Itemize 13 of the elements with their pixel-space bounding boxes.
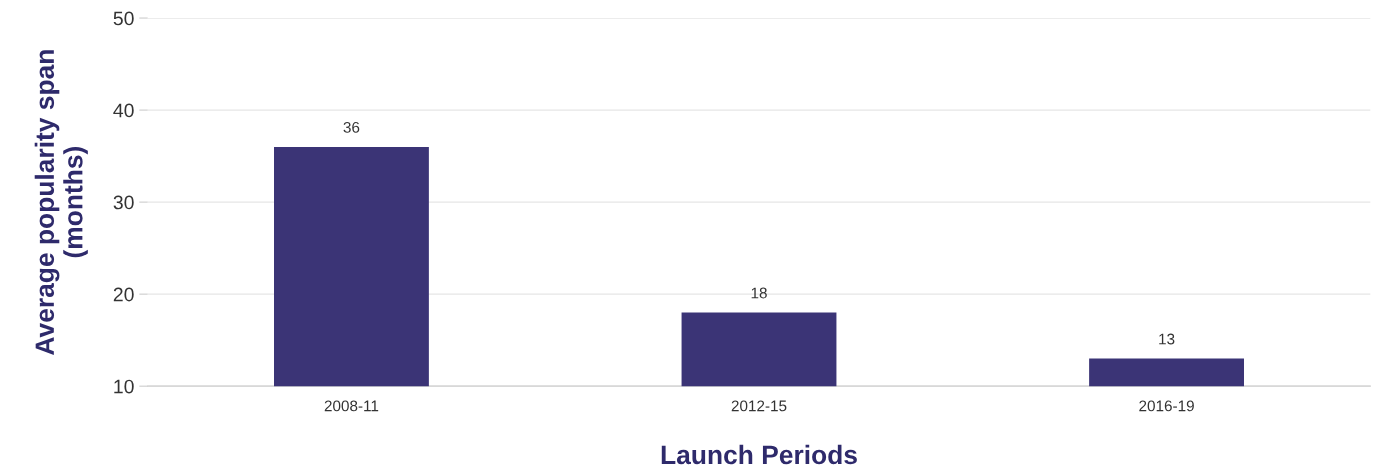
data-label: 36	[343, 121, 360, 133]
y-tick-label: 50	[113, 11, 134, 26]
y-tick-label: 10	[114, 379, 134, 394]
data-label: 18	[751, 287, 767, 299]
y-tick-label: 20	[113, 287, 134, 302]
y-axis-title: Average popularity span (months)	[34, 50, 88, 355]
x-tick-label: 2016-19	[1139, 400, 1194, 412]
y-tick-label: 40	[113, 103, 134, 118]
x-tick-label: 2008-11	[324, 400, 379, 412]
data-label: 13	[1159, 333, 1175, 345]
y-tick-label: 30	[113, 195, 134, 210]
x-tick-label: 2012-15	[731, 400, 787, 412]
x-axis-title: Launch Periods	[661, 444, 857, 465]
